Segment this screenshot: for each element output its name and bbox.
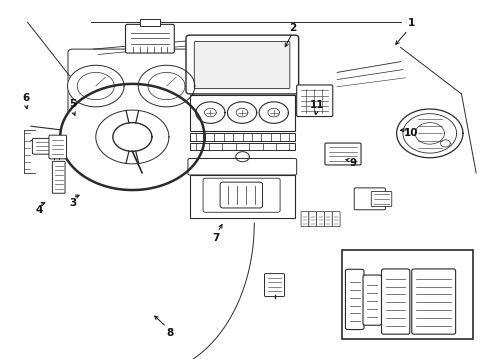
Text: 9: 9 <box>349 158 356 168</box>
Polygon shape <box>227 102 256 123</box>
Bar <box>341 249 472 338</box>
Text: 2: 2 <box>288 23 295 33</box>
Polygon shape <box>113 123 152 151</box>
Text: 8: 8 <box>166 328 174 338</box>
Text: 1: 1 <box>407 18 414 28</box>
Bar <box>140 19 160 26</box>
Text: 5: 5 <box>69 99 76 109</box>
FancyBboxPatch shape <box>187 158 296 175</box>
FancyBboxPatch shape <box>308 212 316 226</box>
FancyBboxPatch shape <box>49 135 66 159</box>
Polygon shape <box>60 84 204 190</box>
Text: 4: 4 <box>35 206 42 216</box>
Bar <box>189 175 294 218</box>
FancyBboxPatch shape <box>353 188 385 210</box>
FancyBboxPatch shape <box>325 143 360 165</box>
FancyBboxPatch shape <box>301 212 308 226</box>
FancyBboxPatch shape <box>52 161 65 193</box>
FancyBboxPatch shape <box>220 182 262 208</box>
FancyBboxPatch shape <box>331 212 339 226</box>
Polygon shape <box>67 65 124 107</box>
Text: 11: 11 <box>309 100 323 110</box>
FancyBboxPatch shape <box>345 269 363 329</box>
Polygon shape <box>138 65 194 107</box>
FancyBboxPatch shape <box>370 192 391 207</box>
FancyBboxPatch shape <box>264 274 284 297</box>
FancyBboxPatch shape <box>316 212 324 226</box>
Polygon shape <box>396 109 462 158</box>
FancyBboxPatch shape <box>194 41 289 89</box>
Bar <box>189 95 294 131</box>
FancyBboxPatch shape <box>296 85 332 117</box>
FancyBboxPatch shape <box>185 35 298 94</box>
FancyBboxPatch shape <box>203 178 280 212</box>
FancyBboxPatch shape <box>381 269 409 334</box>
Text: 10: 10 <box>403 129 418 138</box>
FancyBboxPatch shape <box>125 24 174 53</box>
FancyBboxPatch shape <box>324 212 331 226</box>
Polygon shape <box>195 102 224 123</box>
Polygon shape <box>259 102 288 123</box>
FancyBboxPatch shape <box>362 275 381 325</box>
Polygon shape <box>440 140 449 147</box>
Text: 3: 3 <box>69 198 76 208</box>
Text: 7: 7 <box>212 233 220 243</box>
Polygon shape <box>235 152 249 162</box>
Polygon shape <box>96 110 168 164</box>
FancyBboxPatch shape <box>32 138 51 154</box>
FancyBboxPatch shape <box>68 49 193 116</box>
Bar <box>189 133 294 140</box>
Text: 6: 6 <box>22 93 30 103</box>
Bar <box>189 143 294 149</box>
FancyBboxPatch shape <box>411 269 455 334</box>
